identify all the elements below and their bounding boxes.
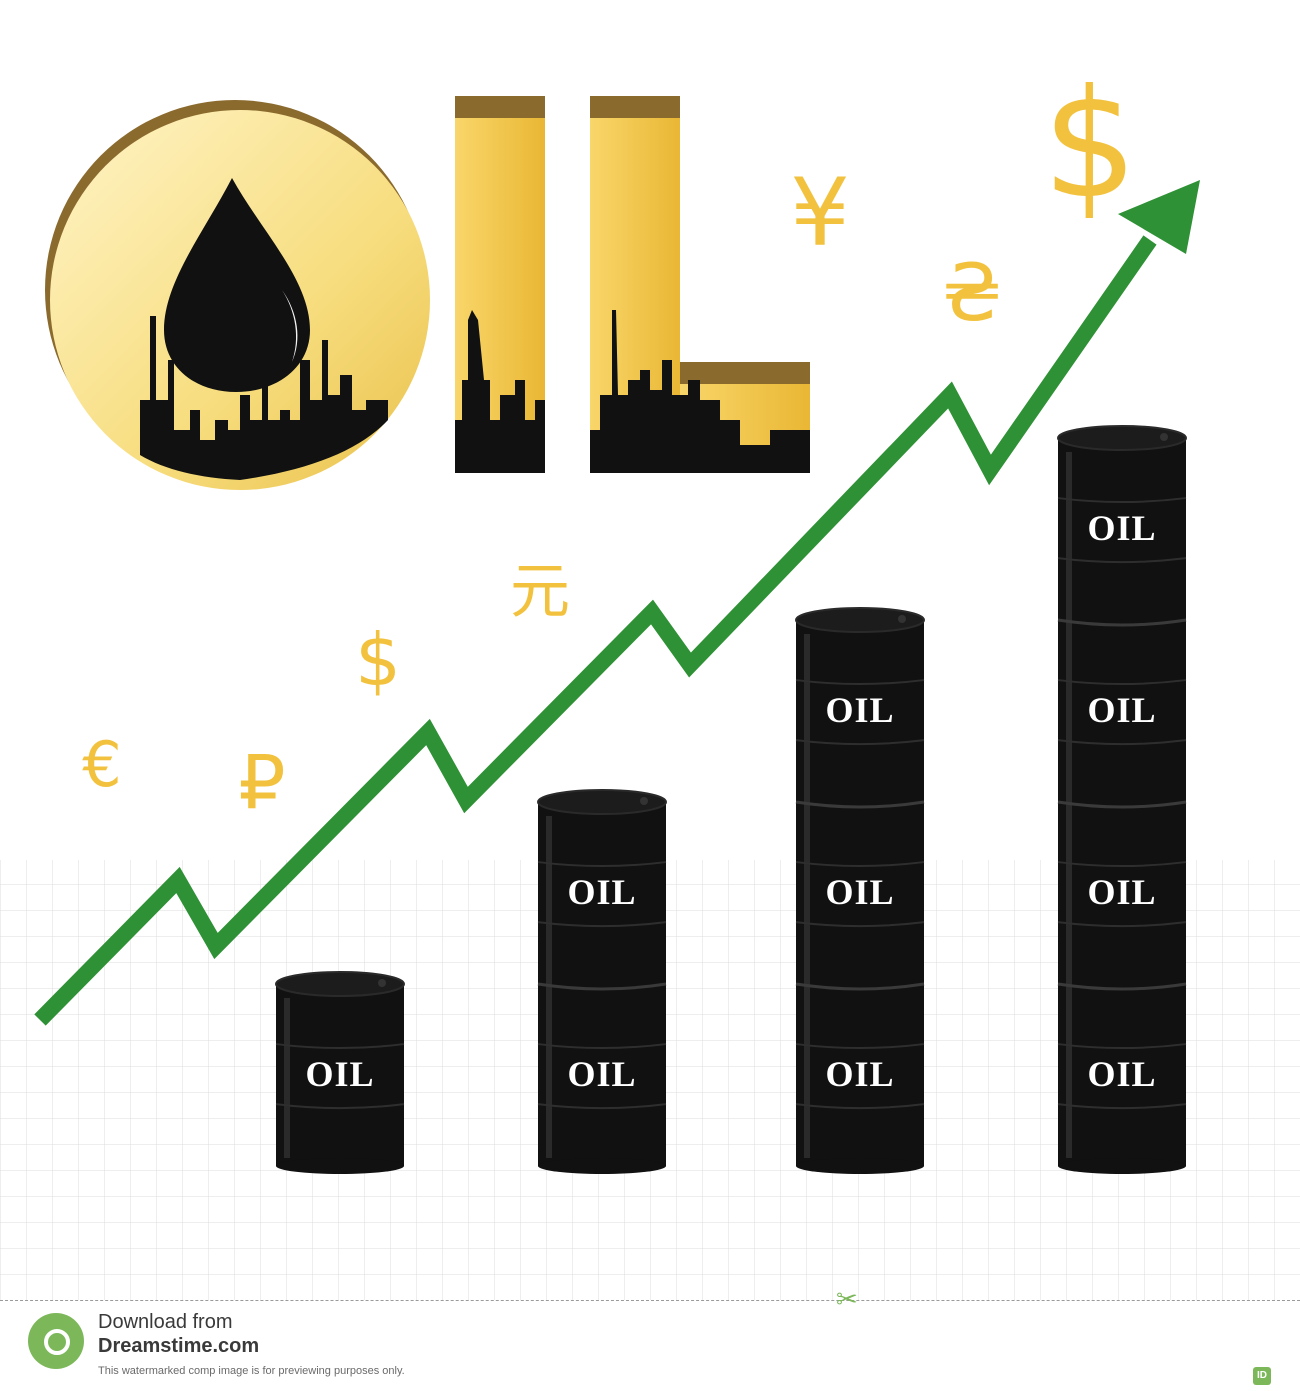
dreamstime-logo [28,1313,84,1369]
barrel-stack-3: OIL OIL OIL [796,608,924,1174]
barrel-label: OIL [825,872,894,912]
euro-symbol: € [82,728,121,801]
yen-symbol: ¥ [790,159,850,268]
barrel-label: OIL [1087,872,1156,912]
barrel-label: OIL [567,872,636,912]
hryvnia-symbol: ₴ [942,249,1002,339]
barrel-label: OIL [825,690,894,730]
barrel-stack-2: OIL OIL [538,790,666,1174]
oil-price-illustration: I L € ₽ $ 元 ¥ ₴ $ OILOILOILOILOILOILOILO… [0,0,1300,1300]
ruble-symbol: ₽ [238,740,285,826]
dollar-symbol-large: $ [1042,58,1137,232]
yuan-symbol: 元 [510,557,570,627]
scissors-icon: ✂ [836,1287,858,1313]
barrel-label: OIL [1087,508,1156,548]
watermark-footer: ✂ Download from Dreamstime.com This wate… [0,1300,1300,1391]
barrel-stack-1: OIL [276,972,404,1174]
oil-title-l-shape: L [590,96,810,473]
watermark-note: This watermarked comp image is for previ… [98,1365,405,1377]
oil-title-o-circle [45,100,430,490]
id-badge[interactable]: ID [1253,1367,1271,1385]
download-from-text: Download from [98,1311,233,1334]
barrel-label: OIL [825,1054,894,1094]
oil-title-i-bar: I [455,96,545,473]
dollar-symbol-small: $ [355,618,401,702]
barrel-label: OIL [1087,690,1156,730]
barrel-label: OIL [567,1054,636,1094]
barrel-label: OIL [305,1054,374,1094]
barrel-stack-4: OIL OIL OIL OIL [1058,426,1186,1174]
barrel-label: OIL [1087,1054,1156,1094]
site-name[interactable]: Dreamstime.com [98,1335,259,1358]
oil-barrel-icon [538,802,666,1166]
